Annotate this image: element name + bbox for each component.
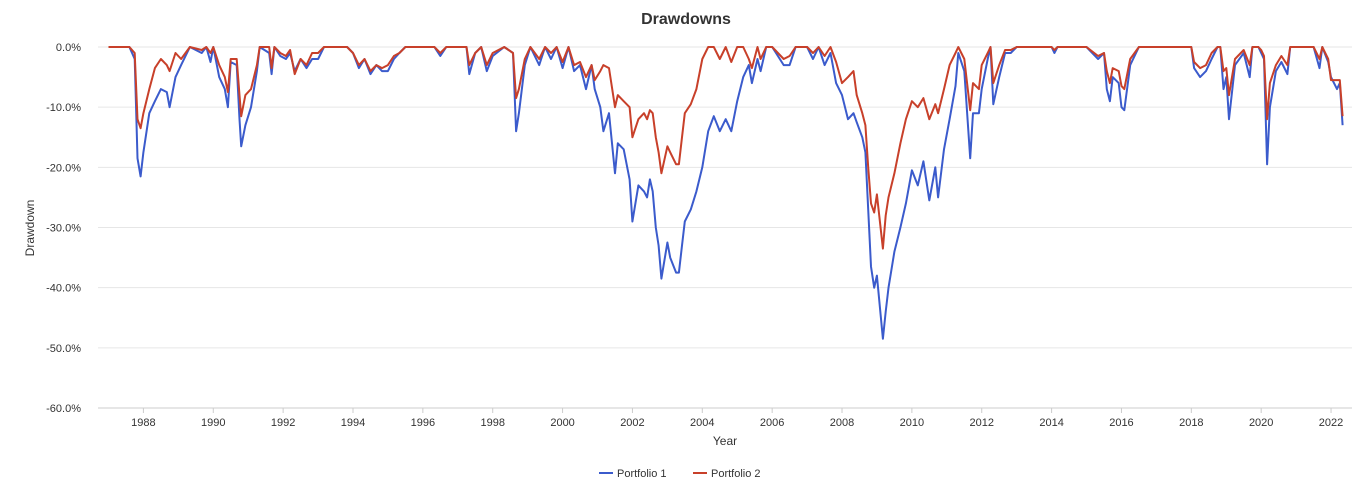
y-tick-label: -30.0% [46, 223, 81, 235]
y-tick-label: -10.0% [46, 102, 81, 114]
x-tick-label: 1998 [480, 417, 504, 429]
x-axis-label: Year [713, 434, 737, 448]
x-tick-label: 2012 [969, 417, 993, 429]
x-tick-label: 2016 [1109, 417, 1133, 429]
x-tick-labels: 1988 1990 1992 1994 1996 1998 2000 2002 2004 2006… [131, 408, 1343, 429]
y-tick-label: -60.0% [46, 403, 81, 415]
legend-label-portfolio-1: Portfolio 1 [617, 468, 667, 480]
legend: Portfolio 1 Portfolio 2 [599, 468, 761, 480]
x-tick-label: 1994 [341, 417, 365, 429]
y-tick-label: 0.0% [56, 42, 81, 54]
x-tick-label: 1996 [411, 417, 435, 429]
x-tick-label: 2006 [760, 417, 784, 429]
chart-title: Drawdowns [641, 11, 731, 28]
x-tick-label: 1992 [271, 417, 295, 429]
x-tick-label: 2022 [1319, 417, 1343, 429]
series-lines [108, 46, 1344, 340]
x-tick-label: 2008 [830, 417, 854, 429]
x-tick-label: 2000 [550, 417, 574, 429]
x-tick-label: 2010 [900, 417, 924, 429]
series-line-portfolio-1 [108, 46, 1344, 340]
series-line-portfolio-2 [108, 46, 1344, 250]
x-tick-label: 1990 [201, 417, 225, 429]
x-tick-label: 2020 [1249, 417, 1273, 429]
grid-lines [98, 46, 1352, 349]
y-axis-label: Drawdown [23, 200, 37, 257]
x-tick-label: 2014 [1039, 417, 1063, 429]
x-tick-label: 2018 [1179, 417, 1203, 429]
x-tick-label: 2004 [690, 417, 714, 429]
x-tick-label: 2002 [620, 417, 644, 429]
legend-label-portfolio-2: Portfolio 2 [711, 468, 761, 480]
y-tick-label: -40.0% [46, 283, 81, 295]
y-tick-label: -20.0% [46, 162, 81, 174]
y-tick-labels: 0.0% -10.0% -20.0% -30.0% -40.0% -50.0% -60.0% [46, 42, 81, 415]
x-tick-label: 1988 [131, 417, 155, 429]
y-tick-label: -50.0% [46, 343, 81, 355]
